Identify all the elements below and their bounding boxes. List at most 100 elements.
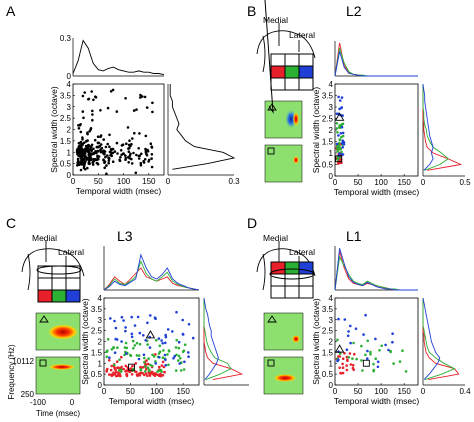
scatter-point xyxy=(109,90,113,93)
scatter-point xyxy=(92,147,95,151)
scatter-point xyxy=(158,365,161,369)
scatter-point xyxy=(145,106,149,109)
right-marginal-tick-label: 0.4 xyxy=(459,387,471,396)
y-tick-label: 1.5 xyxy=(60,137,72,146)
scatter-point xyxy=(336,338,339,342)
x-tick-label: 50 xyxy=(354,178,363,187)
scatter-point xyxy=(181,350,185,354)
y-tick-label: 2 xyxy=(67,126,72,135)
right-marginal-line xyxy=(422,298,460,381)
scatter-point xyxy=(161,360,165,364)
scatter-point xyxy=(345,355,349,359)
scatter-point xyxy=(111,151,115,155)
scatter-point xyxy=(124,329,127,333)
scatter-point xyxy=(111,160,115,163)
scatter-point xyxy=(340,96,344,99)
scatter-point xyxy=(119,149,123,152)
scatter-point xyxy=(343,318,347,321)
scatter-point xyxy=(86,166,89,170)
scatter-point xyxy=(183,343,187,347)
scatter-point xyxy=(88,162,91,166)
scatter-point xyxy=(167,349,171,352)
scatter-point xyxy=(151,364,154,368)
y-tick-label: 2 xyxy=(98,338,103,347)
x-tick-label: 50 xyxy=(126,387,135,396)
scatter-point xyxy=(125,352,128,355)
scatter-point xyxy=(87,97,91,101)
scatter-point xyxy=(127,146,131,150)
scatter-point xyxy=(174,346,178,349)
y-tick-label: 2.5 xyxy=(60,114,72,123)
y-tick-label: 0.5 xyxy=(91,370,103,379)
scatter-point xyxy=(128,370,131,374)
scatter-point xyxy=(148,369,151,373)
x-tick-label: 100 xyxy=(117,177,131,186)
scatter-point xyxy=(142,353,146,357)
scatter-point xyxy=(160,339,163,342)
scatter-point xyxy=(77,127,81,130)
scatter-point xyxy=(111,88,115,92)
scatter-point xyxy=(90,143,94,147)
scatter-point xyxy=(341,139,345,142)
scatter-point xyxy=(120,315,124,319)
scatter-point xyxy=(340,125,344,129)
scatter-point xyxy=(351,357,354,360)
scatter-point xyxy=(147,357,150,360)
scatter-point xyxy=(347,330,350,333)
scatter-point xyxy=(79,152,82,156)
scatter-point xyxy=(103,166,106,170)
scatter-point xyxy=(96,155,99,159)
medial-label: Medial xyxy=(263,15,288,25)
scatter-point xyxy=(120,355,123,359)
x-tick-label: 150 xyxy=(397,178,411,187)
scatter-point xyxy=(93,151,97,154)
scatter-point xyxy=(151,372,155,376)
triangle-marker-icon xyxy=(267,315,277,323)
scatter-point xyxy=(103,161,106,164)
scatter-point xyxy=(123,346,127,349)
y-tick-label: 2.5 xyxy=(322,327,334,336)
scatter-point xyxy=(116,374,119,378)
scatter-point xyxy=(151,110,154,114)
y-tick-label: 4 xyxy=(329,80,334,89)
scatter-point xyxy=(181,318,184,322)
scatter-point xyxy=(336,131,339,134)
y-tick-label: 1.5 xyxy=(91,348,103,357)
scatter-point xyxy=(164,335,168,339)
y-tick-label: 3.5 xyxy=(91,305,103,314)
scatter-point xyxy=(349,363,353,366)
strf-thumbnails-d xyxy=(263,312,304,395)
scatter-point xyxy=(82,116,85,120)
lateral-label: Lateral xyxy=(289,247,315,257)
scatter-point xyxy=(130,335,134,339)
scatter-point xyxy=(146,148,149,152)
scatter-point xyxy=(89,155,92,159)
scatter-point xyxy=(128,139,131,142)
right-marginal-line xyxy=(203,297,219,380)
scatter-point xyxy=(112,363,116,367)
y-tick-label: 3.5 xyxy=(322,92,334,101)
scatter-point xyxy=(372,362,375,366)
y-axis-label: Spectral width (octave) xyxy=(49,86,59,173)
scatter-point xyxy=(124,326,127,329)
scatter-point xyxy=(137,357,141,361)
scatter-point xyxy=(107,159,111,162)
scatter-point xyxy=(124,370,127,373)
scatter-point xyxy=(111,147,115,151)
scatter-point xyxy=(81,94,85,98)
scatter-point xyxy=(336,150,339,153)
scatter-point xyxy=(138,154,141,157)
scatter-point xyxy=(108,133,111,137)
medial-label: Medial xyxy=(32,233,57,243)
scatter-point xyxy=(144,339,147,342)
scatter-point xyxy=(80,142,83,145)
square-marker-icon xyxy=(127,363,135,371)
scatter-point xyxy=(89,127,93,130)
time-tick-start: -100 xyxy=(30,398,47,407)
scatter-point xyxy=(129,354,133,358)
scatter-point xyxy=(79,150,82,154)
scatter-point xyxy=(341,366,345,370)
scatter-point xyxy=(137,372,141,376)
square-marker-icon xyxy=(335,155,343,163)
right-marginal-tick-label: 0 xyxy=(166,177,171,186)
